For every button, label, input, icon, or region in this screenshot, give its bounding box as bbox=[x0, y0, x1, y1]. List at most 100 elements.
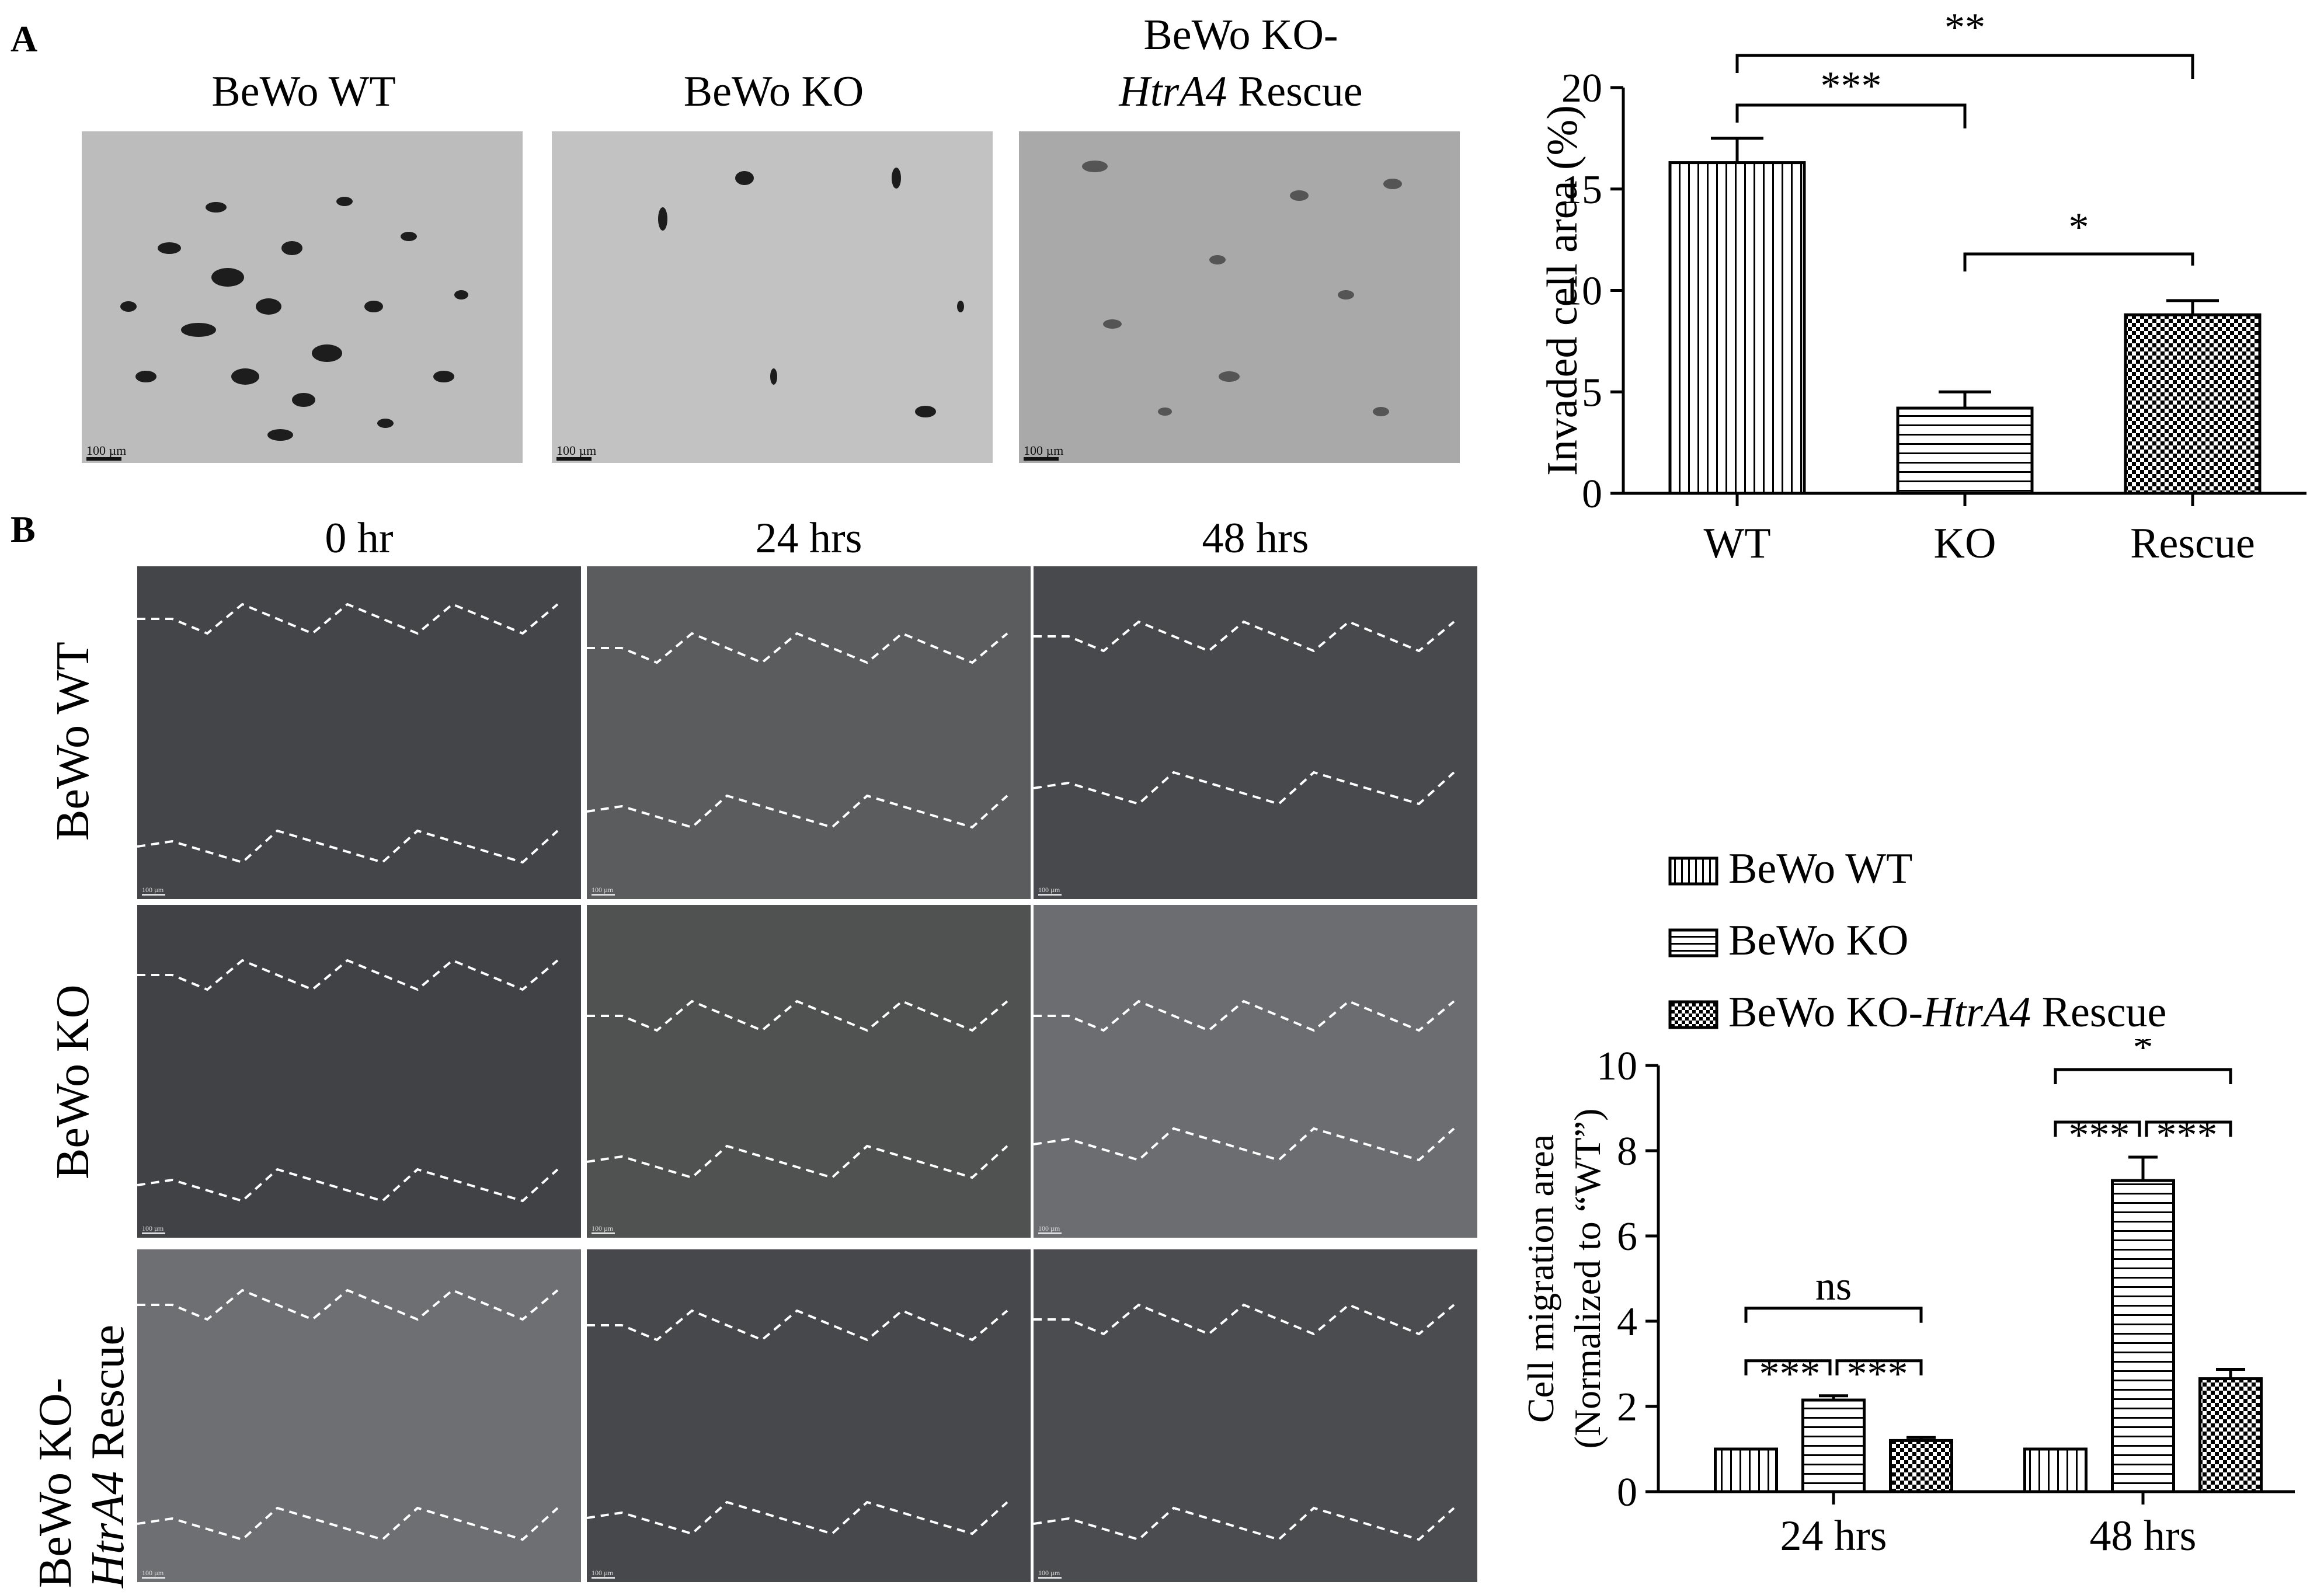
bar bbox=[1896, 406, 2034, 495]
significance-bracket bbox=[1963, 252, 2194, 271]
image-title-bewo-ko: BeWo KO bbox=[683, 68, 864, 116]
wound-edge-lower bbox=[587, 794, 1008, 829]
scale-bar-label: 100 µm bbox=[142, 886, 166, 896]
y-tick-label: 5 bbox=[1582, 370, 1602, 415]
y-tick-label: 6 bbox=[1617, 1214, 1637, 1259]
significance-bracket bbox=[1835, 1359, 1923, 1375]
bar bbox=[2198, 1377, 2263, 1493]
scale-bar-label: 100 µm bbox=[1038, 1224, 1062, 1234]
wound-edge-upper bbox=[1034, 1000, 1455, 1032]
significance-label: *** bbox=[1759, 1352, 1821, 1397]
invasion-micrograph-wt: 100 µm bbox=[82, 131, 523, 463]
legend-swatch-wt bbox=[1668, 856, 1718, 886]
x-tick-label: Rescue bbox=[2130, 520, 2255, 567]
migration-legend: BeWo WT BeWo KO BeWo KO-HtrA4 Rescue bbox=[1668, 845, 2166, 1036]
image-title-rescue-line2: HtrA4 Rescue bbox=[1019, 67, 1463, 117]
wound-micrograph: 100 µm bbox=[587, 566, 1031, 899]
legend-rescue-prefix: BeWo KO- bbox=[1728, 988, 1923, 1036]
significance-label: * bbox=[2133, 1039, 2153, 1070]
x-tick-label: 48 hrs bbox=[2090, 1512, 2197, 1560]
image-title-bewo-wt: BeWo WT bbox=[211, 68, 396, 116]
scale-bar-label: 100 µm bbox=[1038, 1569, 1062, 1579]
panel-a-letter: A bbox=[11, 18, 38, 60]
rescue-word: Rescue bbox=[82, 1324, 134, 1471]
wound-edge-lower bbox=[1034, 771, 1455, 806]
y-tick-label: 8 bbox=[1617, 1129, 1637, 1174]
wound-micrograph: 100 µm bbox=[137, 905, 581, 1238]
wound-edge-upper bbox=[137, 959, 559, 991]
wound-edges bbox=[587, 1309, 1008, 1535]
y-tick-label: 4 bbox=[1617, 1300, 1637, 1345]
wound-edges bbox=[137, 1288, 559, 1541]
x-tick-label: WT bbox=[1703, 520, 1770, 567]
wound-micrograph: 100 µm bbox=[587, 1249, 1031, 1582]
wound-micrograph: 100 µm bbox=[137, 1249, 581, 1582]
wound-edges bbox=[587, 1000, 1008, 1179]
row-label-bewo-wt: BeWo WT bbox=[47, 642, 99, 841]
significance-label: *** bbox=[1821, 64, 1882, 109]
significance-bracket bbox=[2054, 1120, 2141, 1137]
bar bbox=[1889, 1439, 1953, 1493]
row-label-rescue-line1: BeWo KO- bbox=[30, 1377, 81, 1588]
wound-micrograph: 100 µm bbox=[1034, 1249, 1477, 1582]
wound-edges bbox=[1034, 1000, 1455, 1162]
wound-edge-upper bbox=[1034, 1303, 1455, 1336]
legend-swatch-ko bbox=[1668, 928, 1718, 957]
time-label-0hr: 0 hr bbox=[325, 514, 394, 562]
y-axis-label-line1: Cell migration area bbox=[1520, 1134, 1561, 1423]
significance-bracket bbox=[1744, 1307, 1923, 1323]
wound-edge-upper bbox=[587, 1000, 1008, 1032]
y-axis-label: Invaded cell area (%) bbox=[1539, 105, 1587, 476]
wound-edges bbox=[587, 632, 1008, 829]
scale-bar-label: 100 µm bbox=[592, 1569, 615, 1579]
legend-label-rescue: BeWo KO-HtrA4 Rescue bbox=[1728, 988, 2166, 1036]
y-tick-label: 0 bbox=[1582, 472, 1602, 517]
wound-micrograph: 100 µm bbox=[1034, 905, 1477, 1238]
y-tick-label: 0 bbox=[1617, 1470, 1637, 1515]
legend-label-wt: BeWo WT bbox=[1728, 845, 1912, 893]
bar bbox=[1801, 1398, 1866, 1493]
bar bbox=[1668, 161, 1806, 495]
legend-swatch-rescue bbox=[1668, 1000, 1718, 1029]
x-tick-label: KO bbox=[1934, 520, 1996, 567]
significance-label: ns bbox=[1815, 1264, 1852, 1309]
wound-micrograph: 100 µm bbox=[587, 905, 1031, 1238]
legend-rescue-gene: HtrA4 bbox=[1922, 988, 2031, 1036]
htra4-italic: HtrA4 bbox=[1119, 68, 1227, 116]
wound-micrograph: 100 µm bbox=[1034, 566, 1477, 899]
significance-bracket bbox=[1735, 54, 2194, 79]
bar bbox=[2124, 313, 2262, 495]
scale-bar-label: 100 µm bbox=[86, 443, 127, 461]
time-label-48hrs: 48 hrs bbox=[1202, 514, 1309, 562]
invasion-cells-rescue bbox=[1082, 161, 1402, 416]
wound-edges bbox=[1034, 1303, 1455, 1541]
wound-edge-lower bbox=[1034, 1127, 1455, 1162]
row-label-rescue-line2: HtrA4 Rescue bbox=[82, 1325, 135, 1588]
invasion-micrograph-rescue: 100 µm bbox=[1019, 131, 1460, 463]
significance-label: *** bbox=[1847, 1352, 1908, 1397]
significance-label: *** bbox=[2156, 1113, 2218, 1158]
scale-bar-label: 100 µm bbox=[592, 886, 615, 896]
scale-bar-label: 100 µm bbox=[1024, 443, 1064, 461]
wound-edge-upper bbox=[587, 632, 1008, 664]
wound-edge-lower bbox=[137, 1168, 559, 1203]
wound-edge-upper bbox=[1034, 620, 1455, 653]
bar bbox=[2023, 1447, 2088, 1493]
wound-edge-upper bbox=[137, 1288, 559, 1321]
significance-bracket bbox=[2054, 1068, 2232, 1084]
image-title-rescue-line1: BeWo KO- bbox=[1143, 11, 1338, 59]
wound-edge-upper bbox=[587, 1309, 1008, 1342]
significance-bracket bbox=[1735, 103, 1967, 128]
migration-bar-chart: 0 2 4 6 8 10 Cell migration area (Normalized to… bbox=[1520, 1039, 2295, 1560]
wound-edge-lower bbox=[137, 1506, 559, 1541]
wound-edge-lower bbox=[137, 829, 559, 864]
y-tick-label: 10 bbox=[1561, 269, 1602, 314]
wound-edges bbox=[1034, 620, 1455, 806]
significance-label: ** bbox=[1944, 5, 1985, 50]
scale-bar-label: 100 µm bbox=[1038, 886, 1062, 896]
legend-label-ko: BeWo KO bbox=[1728, 917, 1909, 964]
row-label-bewo-ko: BeWo KO bbox=[47, 984, 99, 1179]
scale-bar-label: 100 µm bbox=[556, 443, 597, 461]
bar bbox=[2111, 1179, 2175, 1493]
y-tick-label: 10 bbox=[1596, 1044, 1637, 1089]
